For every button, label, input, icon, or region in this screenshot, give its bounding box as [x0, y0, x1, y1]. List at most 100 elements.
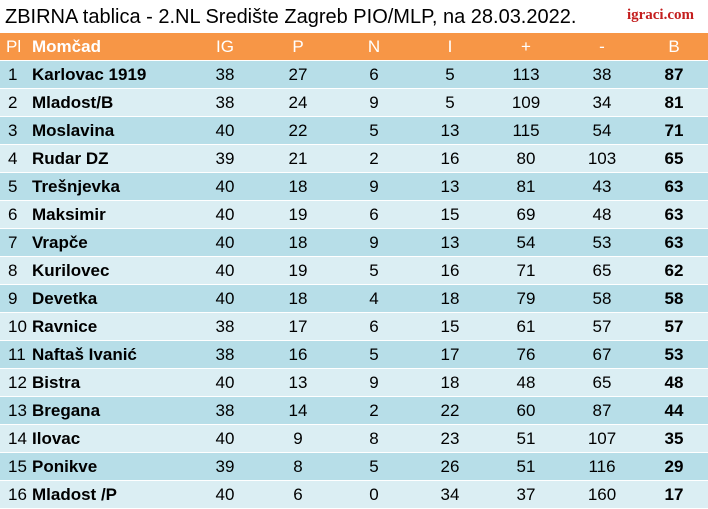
- table-row[interactable]: 7 Vrapče 40 18 9 13 54 53 63: [0, 228, 708, 257]
- cell-games: 40: [190, 116, 260, 145]
- cell-goals-against: 103: [564, 144, 640, 173]
- cell-wins: 9: [260, 424, 336, 453]
- cell-points: 63: [640, 228, 708, 257]
- table-row[interactable]: 11 Naftaš Ivanić 38 16 5 17 76 67 53: [0, 340, 708, 369]
- cell-games: 39: [190, 452, 260, 481]
- cell-draws: 2: [336, 396, 412, 425]
- header-games[interactable]: IG: [190, 33, 260, 61]
- header-draws[interactable]: N: [336, 33, 412, 61]
- cell-position: 5: [0, 172, 28, 201]
- cell-wins: 18: [260, 228, 336, 257]
- table-row[interactable]: 1 Karlovac 1919 38 27 6 5 113 38 87: [0, 60, 708, 89]
- cell-goals-for: 51: [488, 424, 564, 453]
- cell-position: 13: [0, 396, 28, 425]
- cell-goals-for: 61: [488, 312, 564, 341]
- table-row[interactable]: 8 Kurilovec 40 19 5 16 71 65 62: [0, 256, 708, 285]
- cell-points: 48: [640, 368, 708, 397]
- table-row[interactable]: 3 Moslavina 40 22 5 13 115 54 71: [0, 116, 708, 145]
- table-row[interactable]: 2 Mladost/B 38 24 9 5 109 34 81: [0, 88, 708, 117]
- cell-team: Naftaš Ivanić: [28, 340, 190, 369]
- cell-games: 40: [190, 172, 260, 201]
- cell-games: 38: [190, 88, 260, 117]
- header-points[interactable]: B: [640, 33, 708, 61]
- cell-draws: 5: [336, 452, 412, 481]
- cell-losses: 13: [412, 116, 488, 145]
- cell-games: 40: [190, 368, 260, 397]
- cell-position: 11: [0, 340, 28, 369]
- header-position[interactable]: Pl: [0, 33, 28, 61]
- cell-wins: 16: [260, 340, 336, 369]
- cell-points: 71: [640, 116, 708, 145]
- cell-points: 87: [640, 60, 708, 89]
- standings-body: 1 Karlovac 1919 38 27 6 5 113 38 87 2 Mladost/B 38 2…: [0, 60, 708, 509]
- cell-team: Bistra: [28, 368, 190, 397]
- header-wins[interactable]: P: [260, 33, 336, 61]
- cell-losses: 13: [412, 228, 488, 257]
- cell-goals-for: 54: [488, 228, 564, 257]
- cell-goals-against: 57: [564, 312, 640, 341]
- cell-team: Vrapče: [28, 228, 190, 257]
- cell-draws: 9: [336, 228, 412, 257]
- cell-position: 8: [0, 256, 28, 285]
- table-row[interactable]: 10 Ravnice 38 17 6 15 61 57 57: [0, 312, 708, 341]
- cell-goals-for: 81: [488, 172, 564, 201]
- site-logo[interactable]: igraci.com: [626, 7, 694, 23]
- table-row[interactable]: 14 Ilovac 40 9 8 23 51 107 35: [0, 424, 708, 453]
- cell-position: 15: [0, 452, 28, 481]
- cell-losses: 15: [412, 312, 488, 341]
- table-row[interactable]: 4 Rudar DZ 39 21 2 16 80 103 65: [0, 144, 708, 173]
- cell-position: 4: [0, 144, 28, 173]
- cell-wins: 24: [260, 88, 336, 117]
- cell-team: Ravnice: [28, 312, 190, 341]
- header-goals-for[interactable]: +: [488, 33, 564, 61]
- cell-goals-against: 54: [564, 116, 640, 145]
- cell-losses: 15: [412, 200, 488, 229]
- standings-table: Pl Momčad IG P N I + - B 1 Karlovac 1919 3…: [0, 33, 708, 509]
- table-row[interactable]: 13 Bregana 38 14 2 22 60 87 44: [0, 396, 708, 425]
- header-team[interactable]: Momčad: [28, 33, 190, 61]
- cell-losses: 22: [412, 396, 488, 425]
- cell-points: 17: [640, 480, 708, 509]
- cell-goals-against: 48: [564, 200, 640, 229]
- cell-losses: 13: [412, 172, 488, 201]
- cell-points: 65: [640, 144, 708, 173]
- cell-losses: 26: [412, 452, 488, 481]
- cell-goals-against: 107: [564, 424, 640, 453]
- cell-wins: 8: [260, 452, 336, 481]
- cell-wins: 19: [260, 200, 336, 229]
- cell-team: Mladost/B: [28, 88, 190, 117]
- cell-draws: 5: [336, 340, 412, 369]
- cell-games: 38: [190, 396, 260, 425]
- cell-games: 40: [190, 284, 260, 313]
- cell-goals-against: 67: [564, 340, 640, 369]
- cell-position: 6: [0, 200, 28, 229]
- cell-wins: 18: [260, 284, 336, 313]
- header-goals-against[interactable]: -: [564, 33, 640, 61]
- cell-goals-for: 51: [488, 452, 564, 481]
- cell-draws: 6: [336, 60, 412, 89]
- cell-points: 81: [640, 88, 708, 117]
- cell-team: Bregana: [28, 396, 190, 425]
- cell-games: 38: [190, 60, 260, 89]
- header-losses[interactable]: I: [412, 33, 488, 61]
- table-row[interactable]: 16 Mladost /P 40 6 0 34 37 160 17: [0, 480, 708, 509]
- cell-position: 7: [0, 228, 28, 257]
- cell-points: 53: [640, 340, 708, 369]
- cell-team: Ilovac: [28, 424, 190, 453]
- table-row[interactable]: 9 Devetka 40 18 4 18 79 58 58: [0, 284, 708, 313]
- table-row[interactable]: 12 Bistra 40 13 9 18 48 65 48: [0, 368, 708, 397]
- cell-goals-for: 71: [488, 256, 564, 285]
- cell-games: 40: [190, 256, 260, 285]
- cell-position: 16: [0, 480, 28, 509]
- cell-wins: 21: [260, 144, 336, 173]
- cell-draws: 0: [336, 480, 412, 509]
- table-row[interactable]: 5 Trešnjevka 40 18 9 13 81 43 63: [0, 172, 708, 201]
- cell-goals-for: 115: [488, 116, 564, 145]
- cell-goals-for: 109: [488, 88, 564, 117]
- table-row[interactable]: 15 Ponikve 39 8 5 26 51 116 29: [0, 452, 708, 481]
- cell-points: 44: [640, 396, 708, 425]
- table-row[interactable]: 6 Maksimir 40 19 6 15 69 48 63: [0, 200, 708, 229]
- cell-games: 40: [190, 228, 260, 257]
- cell-games: 40: [190, 480, 260, 509]
